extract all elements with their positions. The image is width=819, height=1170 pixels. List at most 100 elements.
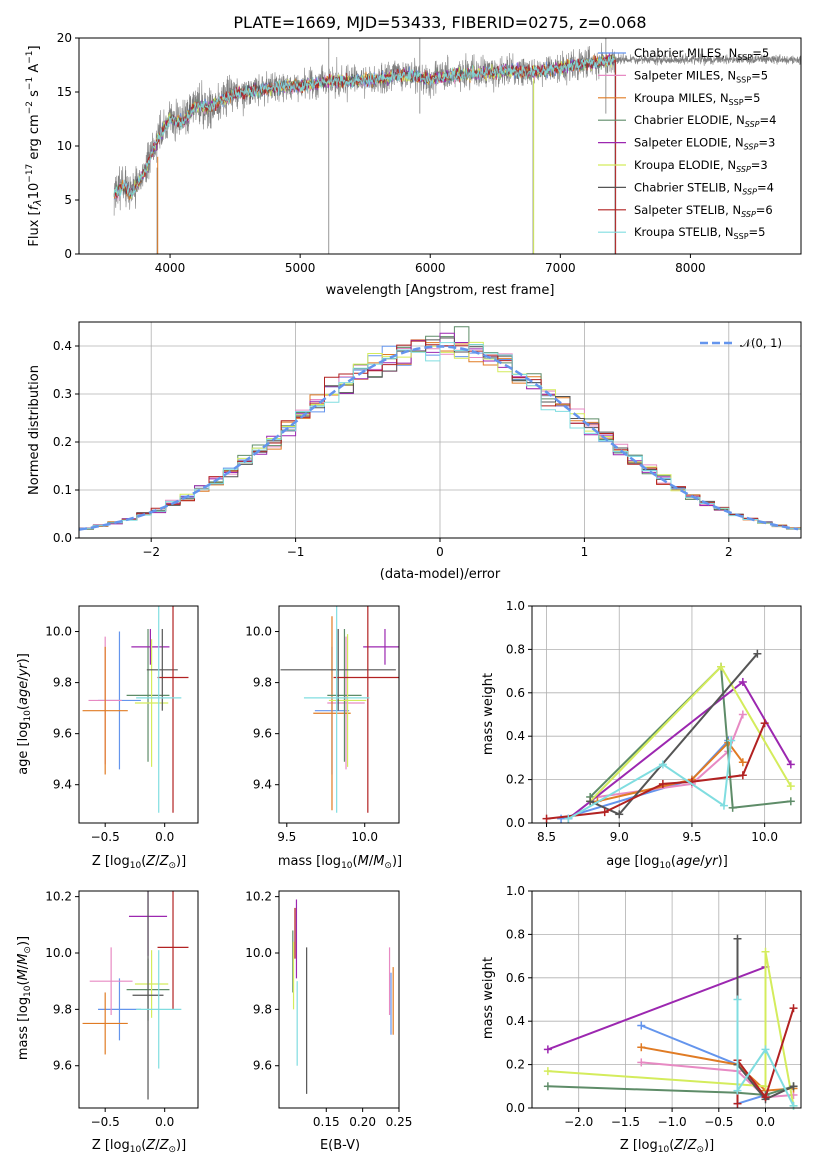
y-tick-label: 1.0 bbox=[506, 884, 525, 898]
x-tick-label: 0.0 bbox=[756, 1115, 775, 1129]
series-line bbox=[547, 1085, 794, 1097]
spectrum-ylabel: Flux [fλ10−17 erg cm−2 s−1 A−1] bbox=[25, 45, 44, 246]
y-tick-label: 9.6 bbox=[253, 1059, 272, 1073]
y-tick-label: 0.6 bbox=[506, 686, 525, 700]
y-tick-label: 0 bbox=[64, 247, 72, 261]
y-tick-label: 0.0 bbox=[506, 1101, 525, 1115]
legend-label-salpeter_stelib: Salpeter STELIB, NSSP=6 bbox=[634, 203, 773, 219]
y-tick-label: 0.1 bbox=[53, 483, 72, 497]
series-line bbox=[597, 741, 744, 803]
age-vs-metallicity-panel: −0.5 0.0 9.4 9.6 9.8 10.0 bbox=[45, 605, 199, 844]
errorbar-point-salpeter_stelib bbox=[157, 606, 189, 813]
age-vs-mass-panel: 9.5 10.0 9.4 9.6 9.8 10.0 bbox=[245, 605, 400, 844]
x-tick-label: 6000 bbox=[415, 261, 446, 275]
series-line bbox=[567, 740, 733, 820]
y-tick-label: 9.6 bbox=[253, 727, 272, 741]
x-tick-label: 4000 bbox=[155, 261, 186, 275]
errorbar-point-salpeter_elodie bbox=[363, 628, 399, 665]
errorbar-point-salpeter_miles bbox=[327, 636, 365, 770]
x-tick-label: 10.0 bbox=[751, 830, 778, 844]
y-tick-label: 5 bbox=[64, 193, 72, 207]
errorbar-point-kroupa_stelib bbox=[136, 606, 182, 813]
y-tick-label: 9.8 bbox=[253, 1002, 272, 1016]
errorbar-point-chabrier_stelib bbox=[280, 628, 396, 711]
x-tick-label: 0.0 bbox=[155, 830, 174, 844]
residual-histogram-panel: −2 −1 0 1 2 0.0 0.1 0.2 0.3 0.4 (data-model)/erro… bbox=[27, 321, 802, 582]
x-tick-label: 1 bbox=[581, 545, 589, 559]
y-tick-label: 9.8 bbox=[53, 676, 72, 690]
axes-frame bbox=[278, 890, 400, 1109]
ebv-xlabel: E(B-V) bbox=[320, 1138, 360, 1153]
axes-frame bbox=[278, 605, 400, 824]
y-tick-label: 0.0 bbox=[506, 816, 525, 830]
errorbar-point-salpeter_elodie bbox=[131, 628, 170, 665]
model-fit-kroupa_stelib bbox=[113, 55, 615, 198]
normal-curve bbox=[78, 345, 799, 531]
y-tick-label: 10.0 bbox=[245, 625, 272, 639]
mass-weight-series-chabrier_stelib bbox=[586, 649, 762, 819]
y-tick-label: 0.2 bbox=[53, 435, 72, 449]
series-line bbox=[546, 722, 766, 820]
legend-label-salpeter_elodie: Salpeter ELODIE, NSSP=3 bbox=[634, 136, 775, 152]
age-ylabel: age [log10(age/yr)] bbox=[16, 653, 33, 775]
x-tick-label: 2 bbox=[725, 545, 733, 559]
mass-ylabel: mass [log10(M/M⊙)] bbox=[16, 936, 33, 1060]
series-line bbox=[547, 966, 766, 1051]
x-tick-label: −1 bbox=[287, 545, 305, 559]
errorbar-point-kroupa_elodie bbox=[328, 634, 367, 767]
y-tick-label: 9.4 bbox=[53, 778, 72, 792]
x-tick-label: −2.0 bbox=[564, 1115, 593, 1129]
histogram-xlabel: (data-model)/error bbox=[380, 567, 501, 582]
y-tick-label: 0.6 bbox=[506, 971, 525, 985]
x-tick-label: 0.15 bbox=[313, 1115, 340, 1129]
y-tick-label: 0.2 bbox=[506, 773, 525, 787]
panel-plot-area bbox=[82, 891, 189, 1100]
series-line bbox=[547, 951, 795, 1106]
axes-frame bbox=[78, 605, 199, 824]
mass-vs-ebv-panel: 0.15 0.20 0.25 9.6 9.8 10.0 10.2 bbox=[245, 890, 412, 1129]
errorbar-point-kroupa_stelib bbox=[136, 950, 182, 1069]
panel-plot-area bbox=[543, 934, 798, 1110]
series-line bbox=[589, 664, 791, 809]
y-tick-label: 10.2 bbox=[45, 890, 72, 904]
spectrum-panel: PLATE=1669, MJD=53433, FIBERID=0275, z=0… bbox=[25, 13, 802, 298]
x-tick-label: −1.5 bbox=[611, 1115, 640, 1129]
y-tick-label: 0.4 bbox=[506, 1014, 525, 1028]
mass-z-xlabel: Z [log10(Z/Z⊙)] bbox=[92, 1138, 186, 1155]
x-tick-label: −1.0 bbox=[658, 1115, 687, 1129]
y-tick-label: 10 bbox=[57, 139, 72, 153]
y-tick-label: 10.0 bbox=[245, 946, 272, 960]
y-tick-label: 10.0 bbox=[45, 625, 72, 639]
x-tick-label: 7000 bbox=[545, 261, 576, 275]
axes-frame bbox=[531, 890, 802, 1109]
weight-age-xlabel: age [log10(age/yr)] bbox=[606, 854, 728, 871]
y-tick-label: 9.6 bbox=[53, 727, 72, 741]
y-tick-label: 10.2 bbox=[245, 890, 272, 904]
histogram-legend: 𝒩(0, 1) bbox=[700, 336, 782, 350]
x-tick-label: 9.5 bbox=[682, 830, 701, 844]
normal-legend-label: 𝒩(0, 1) bbox=[740, 336, 782, 350]
x-tick-label: −0.5 bbox=[91, 1115, 120, 1129]
panel-plot-area bbox=[542, 649, 795, 823]
spectrum-title: PLATE=1669, MJD=53433, FIBERID=0275, z=0… bbox=[233, 13, 646, 32]
series-line bbox=[736, 999, 795, 1107]
y-tick-label: 0.3 bbox=[53, 387, 72, 401]
y-tick-label: 9.8 bbox=[253, 676, 272, 690]
weight-age-ylabel: mass weight bbox=[481, 673, 496, 755]
x-tick-label: 0.25 bbox=[386, 1115, 413, 1129]
y-tick-label: 1.0 bbox=[506, 599, 525, 613]
legend-label-chabrier_stelib: Chabrier STELIB, NSSP=4 bbox=[634, 180, 774, 196]
errorbar-point-kroupa_stelib bbox=[303, 606, 370, 813]
histogram-ylabel: Normed distribution bbox=[27, 365, 42, 495]
spectrum-xlabel: wavelength [Angstrom, rest frame] bbox=[326, 283, 555, 298]
mass-weight-vs-age-panel: 8.5 9.0 9.5 10.0 0.0 0.2 0.4 0.6 0.8 1.0 bbox=[506, 599, 802, 844]
mass-weight-series-kroupa_stelib bbox=[564, 736, 736, 823]
age-z-xlabel: Z [log10(Z/Z⊙)] bbox=[92, 854, 186, 871]
legend-label-chabrier_elodie: Chabrier ELODIE, NSSP=4 bbox=[634, 113, 776, 129]
y-tick-label: 9.8 bbox=[53, 1002, 72, 1016]
axes-frame bbox=[531, 605, 802, 824]
age-mass-xlabel: mass [log10(M/M⊙)] bbox=[278, 854, 402, 871]
y-tick-label: 0.8 bbox=[506, 642, 525, 656]
x-tick-label: −0.5 bbox=[704, 1115, 733, 1129]
